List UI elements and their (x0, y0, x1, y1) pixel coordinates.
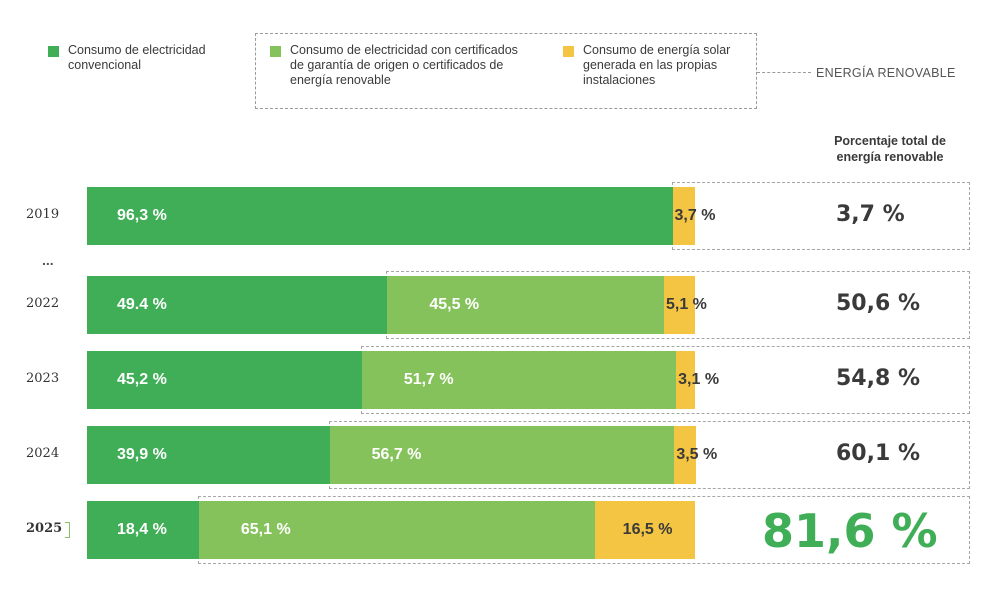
bar-solar-2024 (674, 426, 696, 484)
label-solar-2024: 3,5 % (676, 446, 718, 463)
renewable-legend-group (255, 33, 757, 109)
bar-conventional-2019 (87, 187, 673, 245)
renewable-row-box-2019 (671, 182, 970, 250)
bar-certified-2022 (387, 276, 664, 334)
legend-solar: Consumo de energía solar generada en las… (563, 43, 748, 88)
label-solar-2022: 5,1 % (665, 296, 707, 313)
year-label-2023: 2023 (26, 371, 60, 386)
legend-conventional: Consumo de electricidad convencional (48, 43, 253, 73)
renewable-group-title: ENERGÍA RENOVABLE (816, 66, 956, 80)
renewable-connector-line (757, 72, 811, 73)
label-conventional-2022: 49.4 % (117, 296, 167, 313)
label-certified-2025: 65,1 % (240, 521, 291, 538)
bar-certified-2024 (329, 426, 675, 484)
label-conventional-2024: 39,9 % (117, 446, 167, 463)
bar-solar-2025 (594, 501, 695, 559)
label-conventional-2019: 96,3 % (117, 207, 167, 224)
bar-certified-2023 (361, 351, 677, 409)
bar-conventional-2023 (87, 351, 362, 409)
bar-solar-2019 (672, 187, 695, 245)
bar-conventional-2022 (87, 276, 388, 334)
year-label-2022: 2022 (26, 296, 60, 311)
total-renewable-2022: 50,6 % (836, 291, 920, 316)
bar-solar-2023 (676, 351, 695, 409)
legend-label-conventional: Consumo de electricidad convencional (68, 43, 206, 72)
label-solar-2025: 16,5 % (622, 521, 673, 538)
legend-label-certified: Consumo de electricidad con certificados… (290, 43, 518, 87)
label-conventional-2023: 45,2 % (117, 371, 167, 388)
total-renewable-2025: 81,6 % (762, 504, 938, 558)
label-certified-2023: 51,7 % (403, 371, 454, 388)
bar-conventional-2025 (87, 501, 199, 559)
label-certified-2022: 45,5 % (429, 296, 480, 313)
total-renewable-2019: 3,7 % (836, 202, 905, 227)
legend-certified: Consumo de electricidad con certificados… (270, 43, 535, 88)
year-label-2025: 2025 (26, 521, 71, 538)
label-solar-2023: 3,1 % (678, 371, 720, 388)
bar-certified-2025 (198, 501, 595, 559)
legend-swatch-solar (563, 46, 574, 57)
legend-swatch-certified (270, 46, 281, 57)
year-label-2024: 2024 (26, 446, 60, 461)
label-certified-2024: 56,7 % (371, 446, 422, 463)
total-renewable-2023: 54,8 % (836, 366, 920, 391)
bar-solar-2022 (663, 276, 695, 334)
year-label-2019: 2019 (26, 207, 60, 222)
total-column-title: Porcentaje total de energía renovable (834, 134, 946, 164)
bar-conventional-2024 (87, 426, 330, 484)
total-renewable-2024: 60,1 % (836, 441, 920, 466)
label-conventional-2025: 18,4 % (117, 521, 167, 538)
legend-swatch-conventional (48, 46, 59, 57)
label-solar-2019: 3,7 % (674, 207, 716, 224)
year-gap-ellipsis: ... (42, 252, 54, 268)
legend-label-solar: Consumo de energía solar generada en las… (583, 43, 731, 87)
